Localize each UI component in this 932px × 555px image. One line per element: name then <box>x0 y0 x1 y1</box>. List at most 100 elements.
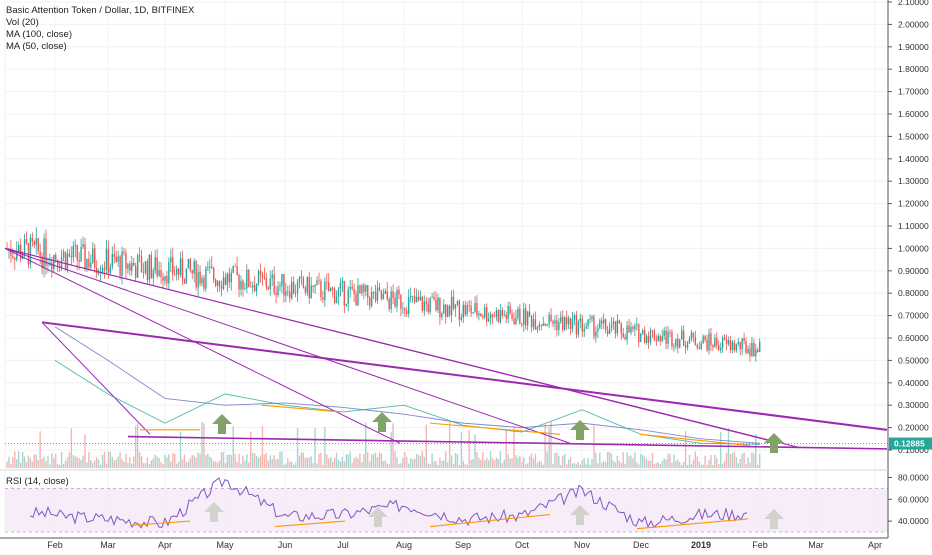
candle-body <box>517 308 519 318</box>
volume-bar <box>515 455 517 468</box>
price-tick-label: 1.30000 <box>898 176 929 186</box>
volume-bar <box>638 464 640 468</box>
volume-bar <box>86 462 88 468</box>
volume-bar <box>142 462 145 468</box>
candle-body <box>413 295 416 302</box>
trendline-fan[interactable] <box>4 247 401 444</box>
volume-bar <box>25 461 28 468</box>
volume-bar <box>682 461 685 468</box>
volume-bar <box>478 457 480 468</box>
volume-bar <box>23 456 26 468</box>
volume-bar <box>606 451 609 468</box>
volume-bar <box>429 464 431 468</box>
volume-bar <box>353 458 355 468</box>
indicator-ma50: MA (50, close) <box>6 41 67 52</box>
candle-body <box>378 287 381 291</box>
candle-body <box>148 254 151 281</box>
volume-bar <box>614 462 617 468</box>
candle-body <box>242 280 244 290</box>
candle-body <box>43 238 45 269</box>
volume-bar <box>76 457 78 468</box>
candle-body <box>125 252 127 269</box>
candle-body <box>515 317 517 325</box>
candle-body <box>439 297 441 318</box>
candle-body <box>712 345 714 348</box>
candle-body <box>727 340 730 344</box>
volume-bar <box>18 451 20 468</box>
volume-bar <box>718 464 720 468</box>
candle-body <box>487 318 490 322</box>
volume-bar <box>484 460 486 468</box>
volume-bar <box>702 464 704 468</box>
candle-body <box>113 254 115 257</box>
volume-bar <box>74 456 76 468</box>
candle-body <box>443 304 445 314</box>
volume-bar <box>177 461 180 468</box>
volume-bar <box>525 464 527 468</box>
volume-bar <box>511 458 513 468</box>
volume-bar <box>271 459 273 468</box>
candle-body <box>388 298 390 309</box>
volume-bar <box>423 456 425 468</box>
volume-bar <box>737 463 739 468</box>
trendline-support[interactable] <box>127 435 888 450</box>
volume-bar <box>624 463 626 468</box>
volume-bar <box>125 453 127 468</box>
volume-bar <box>16 459 18 468</box>
volume-bar <box>712 464 714 468</box>
candle-body <box>230 272 232 283</box>
volume-bar <box>384 460 386 468</box>
candle-body <box>281 274 283 286</box>
volume-bar <box>140 456 143 468</box>
trendline-upper-channel[interactable] <box>41 321 888 431</box>
candle-body <box>263 276 266 279</box>
candle-body <box>136 255 139 278</box>
candle-body <box>86 258 88 269</box>
candle-body <box>372 291 375 293</box>
candle-body <box>234 265 236 267</box>
volume-bar <box>548 426 550 468</box>
trendline-steep[interactable] <box>41 321 151 435</box>
volume-bar <box>296 428 299 468</box>
candle-body <box>698 347 700 350</box>
volume-bar <box>51 453 53 468</box>
volume-bar <box>136 423 139 468</box>
candle-body <box>41 256 43 269</box>
volume-bar <box>392 423 394 468</box>
rsi-line <box>29 477 748 529</box>
candle-body <box>333 288 336 304</box>
volume-bar <box>240 463 242 468</box>
volume-bar <box>710 454 712 468</box>
candle-body <box>564 317 566 330</box>
candle-body <box>345 303 347 306</box>
volume-bar <box>99 464 102 468</box>
volume-bar <box>92 462 94 468</box>
candle-body <box>82 244 84 248</box>
candle-body <box>97 272 100 274</box>
volume-bar <box>35 454 37 468</box>
candle-body <box>326 281 328 283</box>
trendline-fan[interactable] <box>4 247 781 444</box>
volume-bar <box>400 463 402 468</box>
candle-body <box>472 312 474 314</box>
candle-body <box>614 321 617 334</box>
candle-body <box>743 338 745 342</box>
volume-bar <box>255 456 258 468</box>
candle-body <box>400 294 402 309</box>
volume-bar <box>57 463 59 468</box>
candle-body <box>232 265 234 273</box>
trendline-fan[interactable] <box>4 247 571 444</box>
volume-bar <box>556 452 558 468</box>
volume-bar <box>751 452 753 468</box>
volume-bar <box>252 452 254 468</box>
volume-bar <box>464 464 466 468</box>
volume-bar <box>257 457 260 468</box>
price-tick-label: 2.00000 <box>898 19 929 29</box>
candle-body <box>684 345 687 348</box>
up-arrow-icon <box>372 412 392 432</box>
candle-body <box>55 255 57 260</box>
volume-bar <box>447 462 449 468</box>
candle-body <box>115 256 117 262</box>
